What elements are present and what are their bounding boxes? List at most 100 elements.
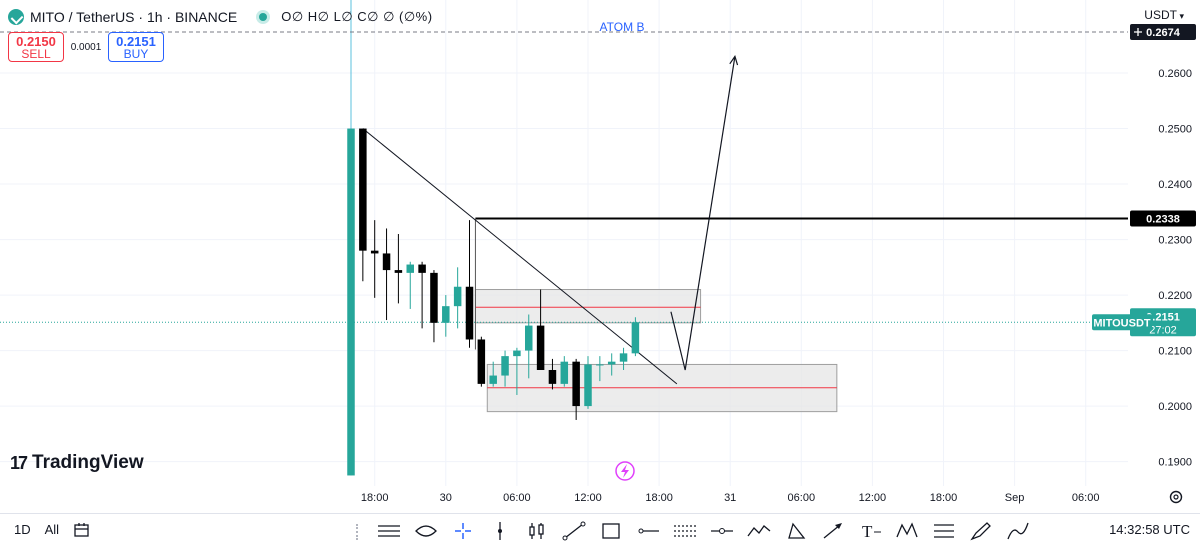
rectangle-tool-icon[interactable] — [598, 520, 624, 542]
candle-body — [394, 270, 403, 273]
vertical-line-tool-icon[interactable] — [487, 520, 513, 542]
dashed-level-tag-bg — [1130, 23, 1196, 40]
range-all-button[interactable]: All — [44, 522, 60, 537]
horizontal-ray-tool-icon[interactable] — [635, 520, 661, 542]
arrow-tool-icon[interactable] — [820, 520, 846, 542]
tradingview-wordmark: TradingView — [32, 452, 144, 473]
candle-up — [607, 353, 616, 376]
trendline-tool-icon[interactable] — [561, 520, 587, 542]
candle-body — [631, 322, 640, 354]
time-tick-label: 06:00 — [788, 492, 816, 504]
price-tick-label: 0.2600 — [1158, 68, 1192, 80]
utc-clock[interactable]: 14:32:58 UTC — [1109, 522, 1190, 537]
market-open-icon — [259, 13, 268, 21]
time-tick-label: 31 — [724, 492, 736, 504]
resistance-level-tag-text: 0.2338 — [1146, 213, 1180, 225]
currency-selector[interactable]: USDT — [1144, 8, 1184, 22]
tradingview-mark-icon: 17 — [10, 452, 28, 473]
brush-tool-icon[interactable] — [968, 520, 994, 542]
candle-body — [370, 250, 379, 254]
curve-tool-icon[interactable] — [1005, 520, 1031, 542]
sell-label: SELL — [21, 47, 51, 61]
chart-header: MITO / TetherUS · 1h · BINANCE O∅ H∅ L∅ … — [8, 6, 433, 28]
ohlc-values: O∅ H∅ L∅ C∅ ∅ (∅%) — [281, 9, 433, 24]
time-tick-label: 30 — [440, 492, 452, 504]
candle-body — [619, 353, 628, 362]
candle-body — [596, 364, 604, 366]
candle-body — [548, 369, 557, 384]
projection-path[interactable] — [670, 56, 736, 371]
candle-up — [619, 347, 628, 370]
candle-body — [536, 325, 545, 370]
settings-gear-icon[interactable] — [1169, 490, 1183, 504]
extended-line-tool-icon[interactable] — [709, 520, 735, 542]
chart-grid — [0, 0, 1128, 486]
price-tick-label: 0.2100 — [1158, 346, 1192, 358]
price-tick-label: 0.2400 — [1158, 179, 1192, 191]
text-tool-icon[interactable]: T — [857, 520, 883, 542]
time-tick-label: 18:00 — [361, 492, 389, 504]
candle-down — [370, 220, 379, 298]
dashed-level-tag[interactable]: 0.2674 — [1130, 23, 1196, 40]
calendar-goto-icon[interactable] — [73, 522, 91, 541]
price-chart[interactable]: 0.1900 0.2000 0.2100 0.2200 0.2300 0.2400 0.25… — [0, 0, 1200, 513]
crosshair-tool-icon[interactable] — [450, 520, 476, 542]
price-tick-label: 0.2200 — [1158, 290, 1192, 302]
candle-up — [501, 350, 509, 387]
candle-body — [465, 286, 474, 340]
candlestick-series — [347, 128, 640, 476]
parallel-channel-tool-icon[interactable] — [672, 520, 698, 542]
pattern-tool-icon[interactable] — [413, 520, 439, 542]
toolbar-separator — [356, 524, 360, 540]
candle-body — [607, 361, 616, 365]
candle-down — [359, 128, 367, 282]
trendline[interactable] — [362, 128, 678, 385]
horizontal-lines-tool-icon[interactable] — [376, 520, 402, 542]
upper-zone[interactable] — [474, 289, 702, 324]
candle-down — [418, 261, 426, 329]
path-tool-icon[interactable] — [746, 520, 772, 542]
fib-levels-tool-icon[interactable] — [931, 520, 957, 542]
trade-buttons: 0.2150 SELL 0.0001 0.2151 BUY — [8, 32, 164, 62]
candle-up — [453, 267, 462, 329]
candle-down — [548, 358, 557, 390]
buy-price: 0.2151 — [116, 34, 156, 49]
candle-body — [453, 286, 462, 307]
last-price-tag-countdown: 27:02 — [1149, 324, 1177, 336]
pattern-xabcd-tool-icon[interactable] — [894, 520, 920, 542]
plus-glyph — [1134, 27, 1142, 36]
candles-tool-icon[interactable] — [524, 520, 550, 542]
coin-logo-icon — [8, 9, 24, 25]
resistance-level-tag[interactable]: 0.2338 — [1130, 210, 1196, 227]
candle-down — [536, 289, 545, 370]
time-axis[interactable]: 18:00 30 06:00 12:00 18:00 31 06:00 12:00 18:00 S… — [361, 492, 1100, 504]
triangle-tool-icon[interactable] — [783, 520, 809, 542]
add-level-plus-icon[interactable] — [1131, 24, 1145, 39]
range-1d-button[interactable]: 1D — [14, 522, 31, 537]
candle-down — [465, 220, 474, 348]
candle-down — [430, 270, 438, 343]
price-tick-label: 0.2300 — [1158, 235, 1192, 247]
candle-body — [382, 253, 391, 271]
chart-title[interactable]: MITO / TetherUS · 1h · BINANCE — [30, 9, 238, 25]
candle-body — [513, 350, 521, 357]
drawing-lines[interactable] — [0, 31, 1128, 385]
sell-button[interactable]: 0.2150 SELL — [8, 32, 64, 62]
price-axis[interactable]: 0.1900 0.2000 0.2100 0.2200 0.2300 0.2400 0.25… — [1092, 23, 1196, 469]
annotation-atom-b[interactable]: ATOM B — [600, 20, 645, 34]
candle-down — [477, 336, 486, 387]
candle-body — [572, 361, 580, 407]
alert-icon[interactable] — [615, 461, 635, 481]
candle-up — [525, 314, 533, 379]
sell-price: 0.2150 — [16, 34, 56, 49]
svg-text:T: T — [862, 522, 873, 541]
time-tick-label: 18:00 — [930, 492, 958, 504]
projection-arrowhead — [729, 55, 739, 66]
candle-up — [560, 356, 569, 387]
buy-button[interactable]: 0.2151 BUY — [108, 32, 164, 62]
drawing-tools: T — [376, 520, 1031, 542]
candle-up — [442, 295, 450, 337]
tradingview-logo: 17 TradingView — [10, 452, 144, 474]
time-tick-label: 18:00 — [645, 492, 673, 504]
candle-body — [560, 361, 569, 384]
